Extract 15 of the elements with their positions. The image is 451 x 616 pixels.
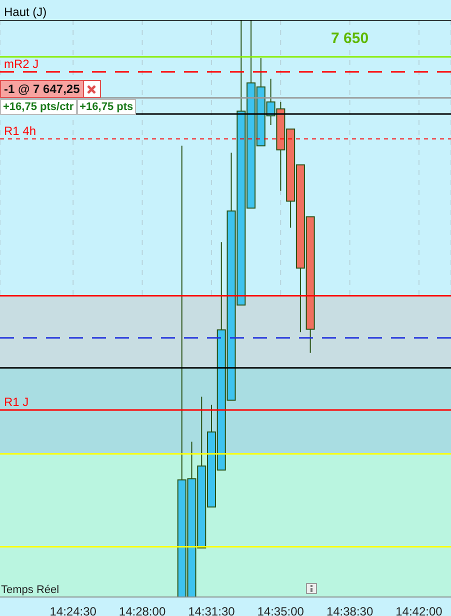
annotation: -1 @ 7 647,25 xyxy=(3,81,81,97)
x-tick-label: 14:35:00 xyxy=(257,604,304,616)
x-tick-label: 14:28:00 xyxy=(118,604,166,616)
ref-line-label: R1 J xyxy=(4,395,29,410)
annotation: Temps Réel xyxy=(1,584,60,596)
x-tick-label: 14:24:30 xyxy=(50,604,97,616)
x-tick-label: 14:42:00 xyxy=(396,604,443,616)
annotation: +16,75 pts xyxy=(76,99,136,115)
ref-line-label: Haut (J) xyxy=(4,5,47,19)
ref-line-label: R1 4h xyxy=(4,124,36,138)
x-tick-label: 14:38:30 xyxy=(326,604,374,616)
annotation: 7 650 xyxy=(331,30,369,47)
ref-line-label: mR2 J xyxy=(4,56,39,71)
x-tick-label: 14:31:30 xyxy=(188,604,236,616)
annotation: +16,75 pts/ctr xyxy=(0,99,77,115)
